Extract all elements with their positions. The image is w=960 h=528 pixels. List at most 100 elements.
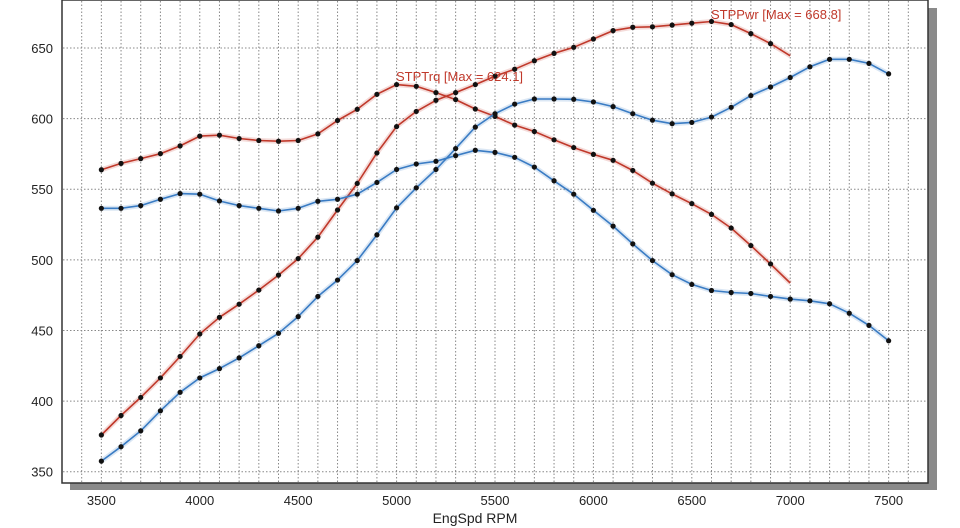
data-point <box>689 201 695 207</box>
data-point <box>393 166 400 173</box>
data-point <box>374 232 380 238</box>
data-point <box>630 241 636 247</box>
y-tick-label: 550 <box>31 182 53 197</box>
data-point <box>571 44 577 50</box>
y-tick-label: 450 <box>31 323 53 338</box>
x-tick-label: 5000 <box>382 493 411 508</box>
data-point <box>866 322 872 328</box>
data-point <box>98 167 104 173</box>
data-point <box>492 149 498 155</box>
data-point <box>216 314 223 320</box>
data-point <box>590 99 597 105</box>
data-point <box>472 106 478 112</box>
data-point <box>787 296 793 302</box>
data-point <box>354 106 360 112</box>
data-point <box>453 96 459 103</box>
annotation-trq-max: STPTrq [Max = 624.1] <box>396 69 523 84</box>
data-point <box>886 71 892 77</box>
data-point <box>216 132 223 138</box>
data-point <box>453 145 459 152</box>
data-point <box>610 28 616 34</box>
data-point <box>807 64 813 70</box>
x-tick-label: 7500 <box>874 493 903 508</box>
data-point <box>453 153 459 159</box>
data-point <box>571 144 577 151</box>
data-point <box>236 203 242 209</box>
data-point <box>453 90 459 96</box>
data-point <box>689 281 695 288</box>
data-point <box>295 137 301 144</box>
data-point <box>118 160 124 167</box>
data-point <box>393 123 400 130</box>
data-point <box>275 272 282 278</box>
x-axis-ticks: 3500 4000 4500 5000 5500 6000 6500 7000 7500 <box>87 493 903 508</box>
annotation-pwr-max: STPPwr [Max = 668.8] <box>711 7 841 22</box>
data-point <box>669 191 675 197</box>
data-point <box>236 135 242 142</box>
data-point <box>531 164 537 170</box>
x-tick-label: 6500 <box>677 493 706 508</box>
data-point <box>590 151 597 157</box>
data-point <box>689 119 695 126</box>
data-point <box>748 93 754 99</box>
data-point <box>236 355 242 361</box>
plot-shadow-bottom <box>70 483 937 490</box>
data-point <box>531 96 537 102</box>
data-point <box>275 138 282 144</box>
data-point <box>649 117 656 123</box>
data-point <box>767 293 774 300</box>
data-point <box>728 289 734 296</box>
data-point <box>787 74 793 81</box>
data-point <box>354 191 360 197</box>
data-point <box>197 191 203 197</box>
data-point <box>669 272 675 278</box>
x-axis-label: EngSpd RPM <box>433 510 518 526</box>
data-point <box>177 191 183 197</box>
data-point <box>590 207 597 213</box>
data-point <box>846 56 852 62</box>
data-point <box>551 50 557 56</box>
data-point <box>472 81 478 88</box>
data-point <box>157 196 164 202</box>
data-point <box>551 178 557 184</box>
data-point <box>649 24 656 30</box>
x-tick-label: 4500 <box>284 493 313 508</box>
data-point <box>393 205 400 211</box>
x-tick-label: 7000 <box>776 493 805 508</box>
data-point <box>393 81 400 88</box>
data-point <box>748 290 754 297</box>
data-point <box>413 161 419 167</box>
data-point <box>571 191 577 197</box>
data-point <box>118 205 124 211</box>
data-point <box>177 389 183 395</box>
data-point <box>197 133 203 139</box>
data-point <box>354 257 360 264</box>
data-point <box>826 301 833 307</box>
data-point <box>295 255 301 262</box>
data-point <box>748 31 754 37</box>
data-point <box>708 287 715 294</box>
data-point <box>826 56 833 62</box>
data-point <box>512 101 518 107</box>
data-point <box>138 203 144 209</box>
data-point <box>275 208 282 214</box>
data-point <box>472 147 478 153</box>
data-point <box>315 234 321 240</box>
data-point <box>177 143 183 149</box>
data-point <box>531 128 537 135</box>
data-point <box>354 180 360 187</box>
data-point <box>708 18 715 25</box>
data-point <box>708 211 715 217</box>
data-point <box>551 96 557 102</box>
data-point <box>512 122 518 128</box>
data-point <box>433 97 439 103</box>
data-point <box>413 108 419 115</box>
data-point <box>433 90 439 96</box>
x-tick-label: 4000 <box>185 493 214 508</box>
plot-shadow-right <box>928 8 937 490</box>
data-point <box>748 242 754 249</box>
data-point <box>256 205 262 211</box>
data-point <box>413 185 419 191</box>
data-point <box>846 310 852 316</box>
